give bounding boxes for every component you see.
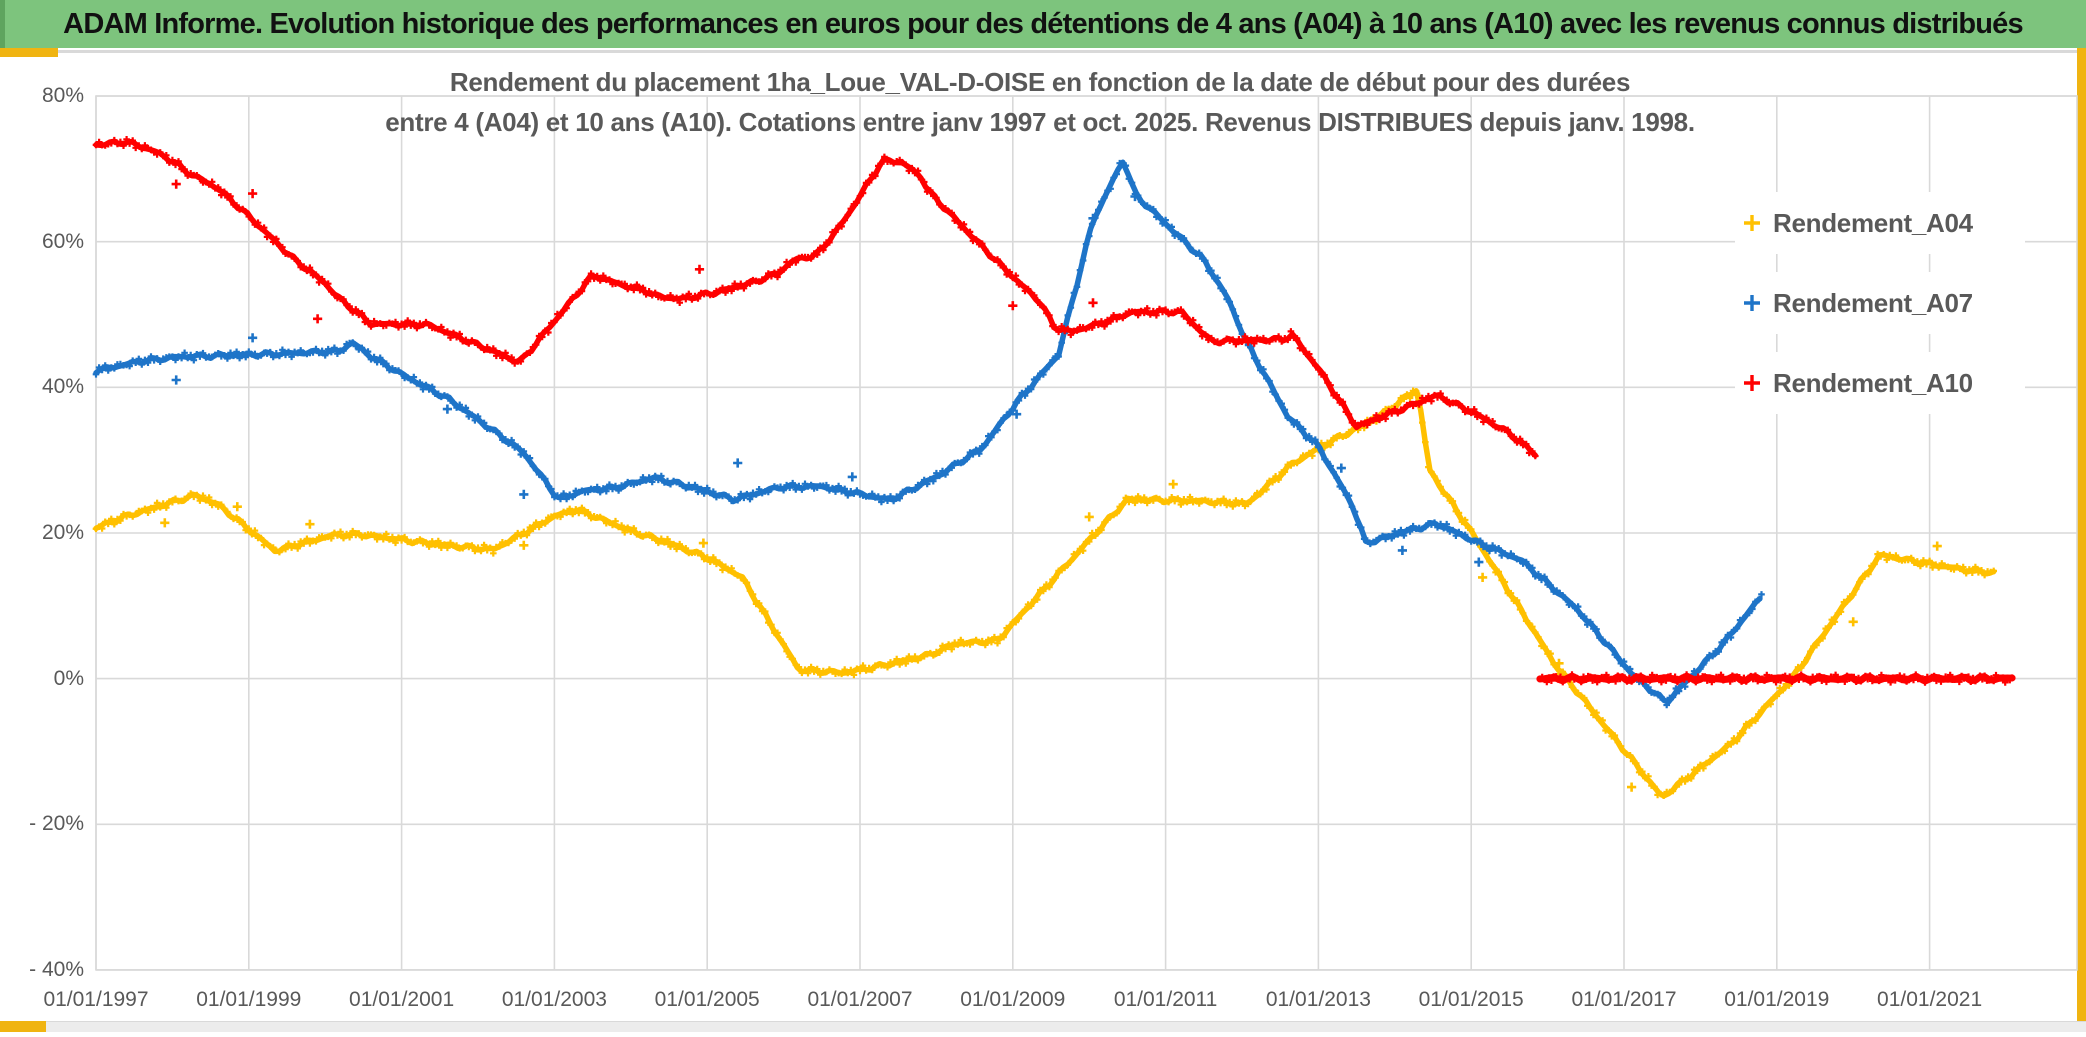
y-tick-label: 40%	[41, 375, 84, 399]
chart-title-line2: entre 4 (A04) et 10 ans (A10). Cotations…	[385, 107, 1695, 137]
y-tick-label: - 40%	[29, 957, 84, 981]
legend-label: Rendement_A04	[1773, 207, 1973, 238]
header-bar	[0, 0, 2086, 48]
right-gold-border	[2077, 48, 2086, 1032]
header-gold-tab	[0, 48, 58, 57]
bottom-scroll-track[interactable]	[0, 1021, 2086, 1032]
x-tick-label: 01/01/2011	[1113, 988, 1218, 1011]
legend: Rendement_A04 Rendement_A07 Rendement_A1…	[1735, 192, 2025, 414]
legend-item-a10[interactable]: Rendement_A10	[1735, 352, 2025, 414]
plus-marker-icon	[1744, 295, 1760, 311]
legend-label: Rendement_A07	[1773, 287, 1973, 318]
x-tick-label: 01/01/2019	[1724, 988, 1830, 1011]
legend-label: Rendement_A10	[1773, 367, 1973, 398]
x-tick-label: 01/01/2015	[1418, 988, 1524, 1011]
x-tick-label: 01/01/1997	[43, 988, 149, 1011]
x-tick-label: 01/01/2005	[654, 988, 760, 1011]
series-Rendement_A10	[92, 136, 2016, 686]
plot-border	[95, 95, 2078, 971]
bottom-scroll-thumb[interactable]	[0, 1021, 46, 1032]
series-outliers	[171, 179, 1098, 324]
y-tick-label: 80%	[41, 84, 84, 107]
y-tick-label: 0%	[53, 666, 84, 690]
series-Rendement_A07	[92, 159, 1765, 709]
x-tick-label: 01/01/2013	[1265, 988, 1371, 1011]
x-tick-label: 01/01/2003	[501, 988, 607, 1011]
x-tick-label: 01/01/1999	[196, 988, 302, 1011]
series-outliers	[171, 191, 1484, 567]
x-tick-label: 01/01/2007	[807, 988, 913, 1011]
x-tick-label: 01/01/2009	[960, 988, 1066, 1011]
page-title: ADAM Informe. Evolution historique des p…	[63, 7, 2023, 40]
chart-title-line1: Rendement du placement 1ha_Loue_VAL-D-OI…	[449, 67, 1631, 97]
header-left-accent	[0, 0, 5, 48]
legend-item-a07[interactable]: Rendement_A07	[1735, 272, 2025, 334]
x-tick-label: 01/01/2021	[1877, 988, 1983, 1011]
series-outliers	[160, 479, 1942, 792]
legend-item-a04[interactable]: Rendement_A04	[1735, 192, 2025, 254]
x-tick-label: 01/01/2001	[349, 988, 455, 1011]
header-underline	[58, 50, 2086, 53]
x-tick-label: 01/01/2017	[1571, 988, 1677, 1011]
y-tick-label: 20%	[41, 521, 84, 544]
plus-marker-icon	[1744, 215, 1760, 231]
plus-marker-icon	[1744, 375, 1760, 391]
chart-title: Rendement du placement 1ha_Loue_VAL-D-OI…	[290, 62, 1790, 142]
series-Rendement_A04	[92, 387, 1997, 799]
y-tick-label: 60%	[41, 229, 84, 253]
y-tick-label: - 20%	[29, 812, 84, 836]
